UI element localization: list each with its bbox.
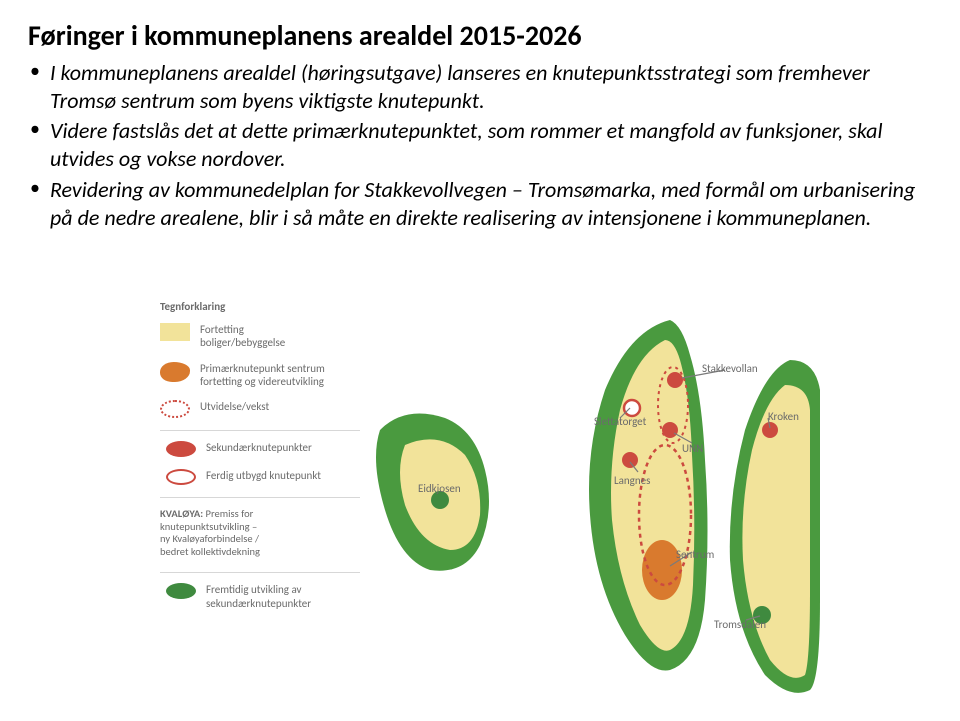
map-label: UNN [682,442,703,455]
legend-item: Fremtidig utvikling avsekundærknutepunkt… [160,583,360,609]
map-label: Eidkjosen [418,482,461,495]
page-title: Føringer i kommuneplanens arealdel 2015-… [28,18,932,53]
legend-kvaloya-note: KVALØYA: Premiss forknutepunktsutvikling… [160,508,360,558]
legend-swatch-secondary [166,441,196,457]
legend-item: Utvidelse/vekst [160,400,360,418]
map-label: Sentrum [676,548,714,561]
legend-label: Utvidelse/vekst [200,400,360,413]
legend-swatch-built [166,469,196,485]
legend-label: Fremtidig utvikling avsekundærknutepunkt… [206,583,360,609]
island-tromsoya [589,320,708,671]
legend-swatch-primary [160,362,190,382]
map-figure: Tegnforklaring Fortettingboliger/bebygge… [160,300,820,700]
map-label: Slettatorget [594,415,646,428]
legend-separator [160,497,360,498]
map-diagram: Eidkjosen Slettatorget Langnes Stakkevol… [370,300,820,700]
legend-label: Ferdig utbygd knutepunkt [206,469,360,482]
legend-item: Ferdig utbygd knutepunkt [160,469,360,485]
legend-label: Sekundærknutepunkter [206,441,360,454]
bullet-list: I kommuneplanens arealdel (høringsutgave… [28,59,932,232]
bullet-item: Videre fastslås det at dette primærknute… [28,117,932,173]
bullet-item: I kommuneplanens arealdel (høringsutgave… [28,59,932,115]
legend-title: Tegnforklaring [160,300,360,313]
map-label: Stakkevollan [702,362,758,375]
map-svg [370,300,820,700]
legend-swatch-growth [160,400,190,418]
legend-item: Primærknutepunkt sentrumfortetting og vi… [160,362,360,388]
legend-separator [160,430,360,431]
bullet-item: Revidering av kommunedelplan for Stakkev… [28,176,932,232]
map-label: Kroken [768,410,799,423]
legend-item: Fortettingboliger/bebyggelse [160,323,360,349]
map-label: Tromsdalen [714,618,766,631]
legend-separator [160,572,360,573]
legend-swatch-fortetting [160,323,190,341]
legend-swatch-future [166,583,196,599]
map-legend: Tegnforklaring Fortettingboliger/bebygge… [160,300,360,622]
map-label: Langnes [614,474,650,487]
legend-item: Sekundærknutepunkter [160,441,360,457]
legend-label: Fortettingboliger/bebyggelse [200,323,360,349]
legend-label: Primærknutepunkt sentrumfortetting og vi… [200,362,360,388]
